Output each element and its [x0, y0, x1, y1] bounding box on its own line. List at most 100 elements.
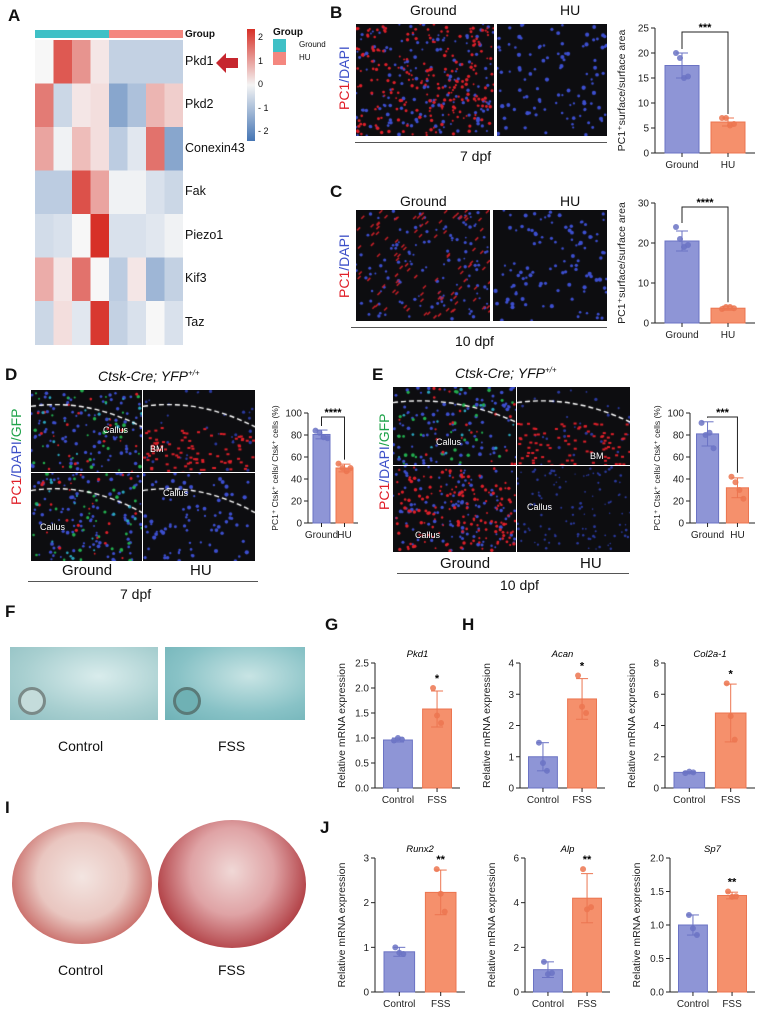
- micrograph-canvas: [143, 473, 255, 561]
- micrograph-canvas: [356, 24, 494, 136]
- y-axis-label: Relative mRNA expression: [631, 862, 643, 987]
- chart-svg: Relative mRNA expression Alp 0 2 4 6 Control FS…: [486, 844, 610, 1010]
- colorbar-tick-label: 0: [258, 79, 264, 89]
- panel-label-g: G: [325, 615, 339, 634]
- y-tick-label: 60: [673, 453, 685, 464]
- significance-marker: ****: [696, 197, 714, 209]
- bar-fss: [717, 895, 747, 993]
- group-track-cell: [53, 30, 73, 38]
- y-tick-label: 20: [638, 239, 650, 250]
- data-point: [673, 50, 679, 56]
- y-tick-label: 80: [291, 431, 303, 442]
- data-point: [706, 429, 713, 436]
- annotation-callus: Callus: [163, 488, 189, 498]
- bar-control: [673, 771, 706, 789]
- data-point: [698, 419, 705, 426]
- chart-svg: Relative mRNA expression Runx2 0 1 2 3 Control…: [336, 844, 465, 1010]
- colorbar: [247, 29, 255, 141]
- column-title-hu: HU: [560, 193, 581, 209]
- heatmap-cell: [35, 127, 54, 171]
- significance-marker: ***: [699, 22, 713, 34]
- y-tick-label: 10: [638, 99, 650, 110]
- data-point: [343, 468, 350, 475]
- data-point: [710, 445, 717, 452]
- chart-title: Col2a-1: [693, 649, 726, 660]
- y-tick-label: 15: [638, 74, 650, 85]
- chart-title: Runx2: [406, 844, 434, 855]
- genotype-label: Ctsk-Cre; YFP+/+: [455, 365, 557, 381]
- data-point: [540, 958, 547, 965]
- heatmap-cell: [164, 170, 184, 215]
- data-point: [733, 893, 740, 900]
- data-point: [736, 487, 743, 493]
- micrograph-hu-overview: [517, 387, 630, 465]
- data-point: [438, 720, 445, 726]
- heatmap-cell: [109, 214, 128, 258]
- heatmap-cell: [164, 301, 184, 345]
- y-tick-label: 0: [508, 784, 514, 795]
- y-tick-label: 80: [673, 431, 685, 442]
- annotation-callus: Callus: [436, 437, 462, 447]
- alcian-blue-image-fss: [165, 647, 305, 720]
- y-tick-label: 40: [291, 475, 303, 486]
- micrograph-canvas: [517, 387, 630, 465]
- chart-e: PC1⁺ Ctsk⁺ cells/ Ctsk⁺ cells (%) 0 20 40 60…: [640, 395, 765, 545]
- panel-label-h: H: [462, 615, 475, 634]
- column-title-ground: Ground: [440, 555, 491, 572]
- heatmap-cell: [72, 83, 91, 128]
- micrograph-ground: [356, 210, 490, 321]
- stain-label: PC1/DAPI/GFP: [8, 408, 24, 505]
- timepoint-label: 7 dpf: [120, 586, 152, 602]
- data-point: [685, 73, 691, 80]
- x-tick-label: Control: [532, 999, 564, 1010]
- bar-control: [678, 924, 708, 993]
- heatmap-svg: [35, 30, 184, 345]
- group-track-cell: [127, 30, 147, 38]
- heatmap-cell: [53, 301, 73, 345]
- x-tick-label: FSS: [572, 795, 592, 806]
- caption-control: Control: [58, 962, 104, 978]
- heatmap-cell: [53, 83, 73, 128]
- x-tick-label: FSS: [577, 999, 597, 1010]
- heatmap-cell: [53, 257, 73, 302]
- y-axis-label: Relative mRNA expression: [336, 663, 348, 788]
- y-tick-label: 25: [638, 24, 650, 35]
- heatmap-cell: [164, 257, 184, 302]
- data-point: [693, 932, 700, 939]
- y-tick-label: 4: [653, 721, 659, 732]
- heatmap-row-label: Piezo1: [185, 227, 224, 242]
- heatmap-cell: [72, 40, 91, 84]
- data-point: [723, 680, 730, 687]
- heatmap-cell: [164, 83, 184, 128]
- x-tick-label: FSS: [721, 795, 741, 806]
- heatmap-row-label: Conexin43: [185, 140, 245, 155]
- chart-c: PC1⁺surface/surface area 0 10 20 30 Ground HU *…: [605, 185, 765, 345]
- y-tick-label: 1.5: [355, 709, 369, 720]
- data-point: [677, 236, 683, 242]
- y-tick-label: 2.0: [355, 684, 369, 695]
- micrograph-ground: [356, 24, 494, 136]
- y-axis-label: PC1⁺surface/surface area: [616, 202, 628, 324]
- data-point: [392, 944, 399, 951]
- data-point: [728, 473, 735, 480]
- micrograph-ground-overview: [31, 390, 142, 472]
- heatmap-cell: [90, 214, 110, 258]
- micrograph-canvas: [517, 466, 630, 552]
- y-tick-label: 1: [363, 943, 369, 954]
- y-tick-label: 2.5: [355, 659, 369, 670]
- data-point: [575, 672, 582, 679]
- y-tick-label: 20: [673, 497, 685, 508]
- group-divider: [351, 327, 607, 328]
- y-tick-label: 6: [513, 854, 519, 865]
- y-axis-label: PC1⁺ Ctsk⁺ cells/ Ctsk⁺ cells (%): [652, 405, 662, 531]
- panel-label-i: I: [5, 798, 10, 817]
- data-point: [339, 465, 346, 471]
- heatmap-cell: [146, 170, 165, 215]
- timepoint-label: 7 dpf: [460, 148, 492, 164]
- micrograph-ground-zoom: [31, 473, 142, 561]
- heatmap-cell: [72, 214, 91, 258]
- x-tick-label: Ground: [691, 530, 724, 541]
- heatmap-cell: [90, 257, 110, 302]
- caption-fss: FSS: [218, 962, 246, 978]
- data-point: [548, 970, 555, 977]
